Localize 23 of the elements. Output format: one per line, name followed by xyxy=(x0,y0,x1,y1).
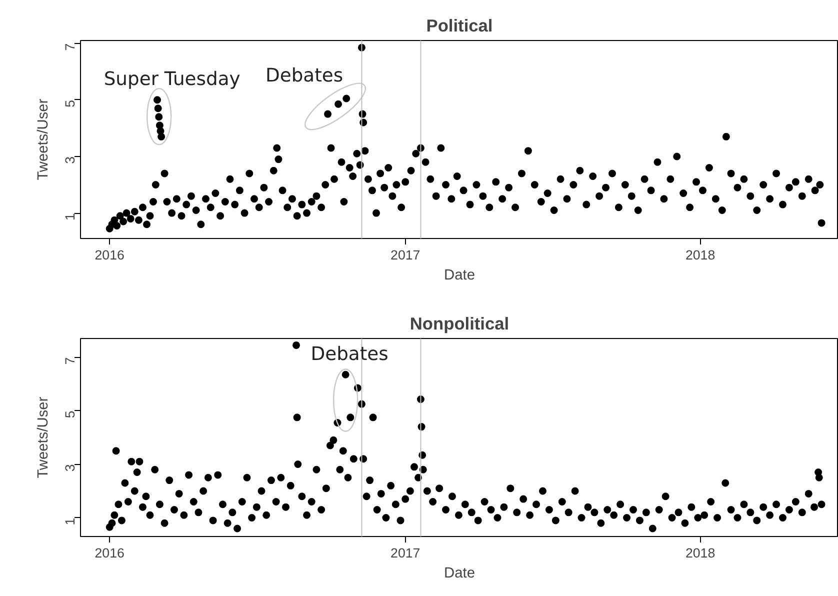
y-tick-label: 3 xyxy=(62,464,78,472)
y-axis-title: Tweets/User xyxy=(36,396,52,478)
annotation: Debates xyxy=(265,66,344,87)
chart-title: Political xyxy=(426,16,493,36)
x-axis-title: Date xyxy=(444,268,475,284)
y-tick-label: 3 xyxy=(62,156,78,164)
x-tick-label: 2016 xyxy=(94,546,124,560)
y-tick-label: 7 xyxy=(62,43,78,51)
y-tick-label: 7 xyxy=(62,357,78,365)
x-tick-label: 2018 xyxy=(685,248,716,262)
chart-title: Nonpolitical xyxy=(410,314,510,334)
x-tick-label: 2017 xyxy=(390,248,420,262)
y-tick-label: 1 xyxy=(62,518,78,526)
x-tick-label: 2016 xyxy=(94,248,124,262)
annotation: Super Tuesday xyxy=(104,68,240,90)
y-axis-title: Tweets/User xyxy=(36,98,52,180)
annotation: Debates xyxy=(310,344,388,366)
y-tick-label: 5 xyxy=(62,410,78,418)
y-tick-label: 5 xyxy=(62,100,78,108)
x-tick-label: 2018 xyxy=(685,546,716,560)
x-tick-label: 2017 xyxy=(390,546,420,560)
x-axis-title: Date xyxy=(444,566,475,582)
y-tick-label: 1 xyxy=(62,213,78,220)
